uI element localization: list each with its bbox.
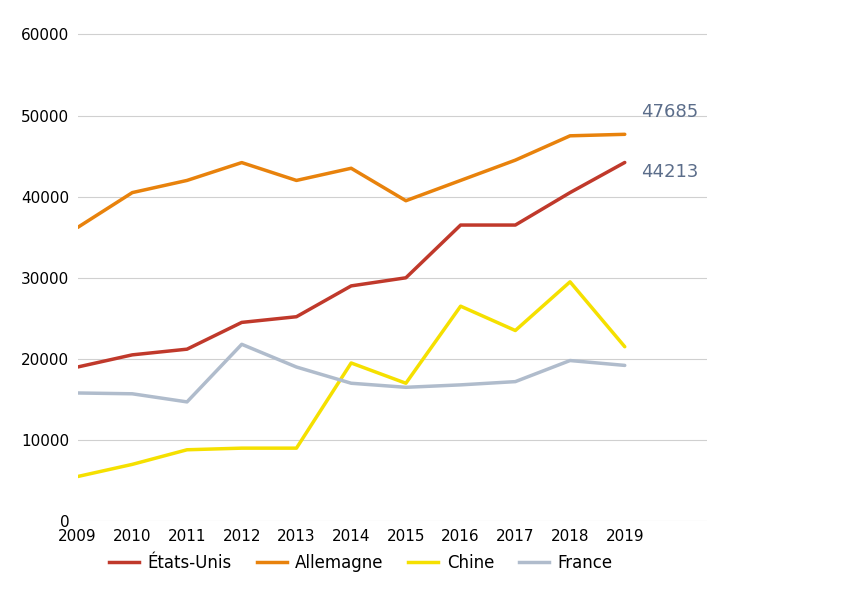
États-Unis	[619, 159, 629, 166]
France	[291, 364, 301, 371]
Legend: États-Unis, Allemagne, Chine, France: États-Unis, Allemagne, Chine, France	[102, 547, 618, 578]
États-Unis	[400, 274, 411, 281]
Allemagne	[345, 165, 356, 172]
France	[564, 357, 574, 364]
Line: France: France	[77, 344, 624, 402]
États-Unis	[182, 345, 192, 353]
Line: Allemagne: Allemagne	[77, 135, 624, 227]
France	[619, 362, 629, 369]
Allemagne	[510, 156, 520, 164]
Allemagne	[236, 159, 246, 166]
États-Unis	[127, 351, 137, 359]
États-Unis	[236, 319, 246, 326]
Chine	[400, 379, 411, 387]
Chine	[564, 278, 574, 285]
Chine	[182, 446, 192, 453]
France	[455, 381, 465, 388]
États-Unis	[455, 221, 465, 228]
Allemagne	[127, 189, 137, 196]
Chine	[291, 445, 301, 452]
Chine	[510, 327, 520, 334]
Text: 44213: 44213	[641, 163, 697, 181]
Allemagne	[400, 197, 411, 204]
États-Unis	[291, 313, 301, 321]
États-Unis	[72, 364, 83, 371]
France	[510, 378, 520, 385]
États-Unis	[564, 189, 574, 196]
Text: 47685: 47685	[641, 102, 697, 121]
États-Unis	[345, 282, 356, 290]
Chine	[236, 445, 246, 452]
France	[72, 389, 83, 396]
Allemagne	[455, 177, 465, 184]
France	[127, 390, 137, 398]
Chine	[127, 461, 137, 468]
Allemagne	[619, 131, 629, 138]
Chine	[619, 343, 629, 350]
France	[345, 379, 356, 387]
Line: États-Unis: États-Unis	[77, 162, 624, 367]
Allemagne	[72, 224, 83, 231]
Allemagne	[182, 177, 192, 184]
Line: Chine: Chine	[77, 282, 624, 476]
États-Unis	[510, 221, 520, 228]
Chine	[72, 473, 83, 480]
Allemagne	[564, 132, 574, 139]
France	[400, 384, 411, 391]
France	[236, 341, 246, 348]
France	[182, 398, 192, 405]
Allemagne	[291, 177, 301, 184]
Chine	[455, 302, 465, 310]
Chine	[345, 359, 356, 367]
